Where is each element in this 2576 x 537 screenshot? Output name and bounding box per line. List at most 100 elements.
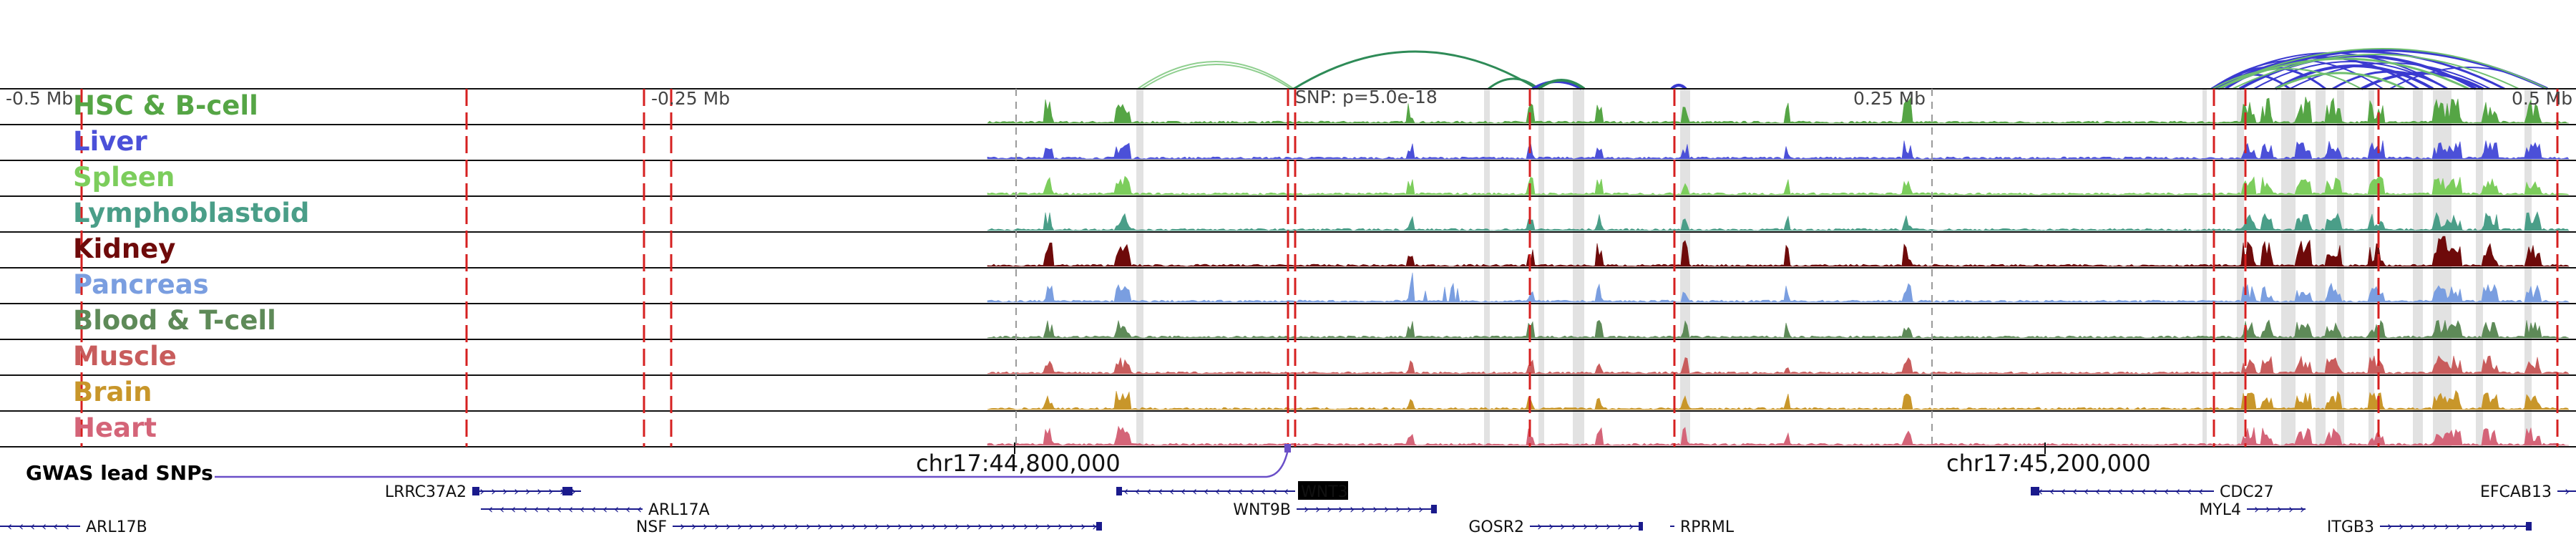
gene-myl4: › › › › › MYL4 xyxy=(2199,501,2306,519)
strand-arrow: ‹ xyxy=(1146,484,1151,499)
strand-arrow: › xyxy=(1350,502,1355,517)
strand-arrow: › xyxy=(806,519,811,534)
strand-arrow: › xyxy=(2467,519,2472,534)
track-label-1: Liver xyxy=(73,126,147,157)
strand-arrow: › xyxy=(680,519,685,534)
strand-arrow: › xyxy=(1418,502,1423,517)
strand-arrow: › xyxy=(1384,502,1389,517)
gene-label: WNT9B xyxy=(1233,501,1291,519)
strand-arrow: ‹ xyxy=(557,502,562,517)
strand-arrow: › xyxy=(874,519,879,534)
axis-label-left: -0.5 Mb xyxy=(6,88,73,109)
exon-block xyxy=(1431,505,1437,513)
strand-arrow: ‹ xyxy=(2141,484,2146,499)
strand-arrow: ‹ xyxy=(2164,484,2169,499)
gene-cdc27: ‹ ‹ ‹ ‹ ‹ ‹ ‹ ‹ ‹ ‹ ‹ ‹ ‹ ‹ ‹ CDC27 xyxy=(2031,483,2274,501)
strand-arrow: › xyxy=(1012,519,1017,534)
strand-arrow: › xyxy=(1617,519,1622,534)
gene-label: LRRC37A2 xyxy=(385,483,467,501)
signal-6 xyxy=(987,319,2570,339)
arc-green-0 xyxy=(1137,61,1294,90)
strand-arrow: › xyxy=(1594,519,1599,534)
track-label-0: HSC & B-cell xyxy=(73,90,258,121)
exon-block xyxy=(1096,522,1102,531)
gene-label: GOSR2 xyxy=(1468,518,1524,536)
strand-arrow: ‹ xyxy=(2095,484,2100,499)
strand-arrow: ‹ xyxy=(2072,484,2077,499)
coordinate-left: chr17:44,800,000 xyxy=(916,450,1121,477)
gene-label: MYL4 xyxy=(2199,501,2241,519)
strand-arrow: ‹ xyxy=(53,519,58,534)
arc-green-cluster-1 xyxy=(2218,57,2469,90)
strand-arrow: › xyxy=(1023,519,1028,534)
arc-blue-cluster-5 xyxy=(2239,54,2477,90)
strand-arrow: ‹ xyxy=(1284,484,1289,499)
exon-block xyxy=(472,487,479,495)
arc-green-3 xyxy=(1488,77,1539,90)
gene-nsf: › › › › › › › › › › › › › › › › › › › › › › › › › › › › › › › › › › › › › NSF xyxy=(636,518,1102,536)
strand-arrow: › xyxy=(909,519,914,534)
strand-arrow: ‹ xyxy=(1238,484,1243,499)
strand-arrow: › xyxy=(748,519,753,534)
strand-arrow: › xyxy=(1058,519,1063,534)
signal-7 xyxy=(987,355,2570,374)
strand-arrow: › xyxy=(2254,502,2259,517)
gene-arl17b: ‹ ‹ ‹ ‹ ‹ ‹ ARL17B xyxy=(0,518,147,536)
strand-arrow: › xyxy=(943,519,948,534)
exon-block xyxy=(1116,487,1122,495)
axis-label-snp: SNP: p=5.0e-18 xyxy=(1295,87,1438,107)
strand-arrow: ‹ xyxy=(1181,484,1186,499)
track-label-2: Spleen xyxy=(73,162,175,193)
gene-gosr2: › › › › › › › › › GOSR2 xyxy=(1468,518,1643,536)
arc-green-4 xyxy=(1537,79,1586,90)
gwas-connector xyxy=(215,449,1289,478)
track-label-3: Lymphoblastoid xyxy=(73,198,309,228)
strand-arrow: › xyxy=(1571,519,1576,534)
gene-efcab13: › EFCAB13 xyxy=(2480,483,2576,501)
strand-arrow: › xyxy=(2265,502,2270,517)
strand-arrow: ‹ xyxy=(42,519,47,534)
strand-arrow: › xyxy=(2277,502,2282,517)
gene-label: CDC27 xyxy=(2220,483,2274,501)
strand-arrow: ‹ xyxy=(1169,484,1174,499)
gene-annotations: › › › › › › › › ›LRRC37A2‹ ‹ ‹ ‹ ‹ ‹ ‹ ‹ ‹ ‹ ‹ ‹ ‹ ‹ ARL17A‹ ‹ ‹… xyxy=(0,481,2576,536)
strand-arrow: › xyxy=(1000,519,1005,534)
strand-arrow: › xyxy=(1548,519,1553,534)
strand-arrow: › xyxy=(1327,502,1332,517)
gwas-label: GWAS lead SNPs xyxy=(26,461,213,485)
interaction-arcs xyxy=(1137,48,2548,90)
strand-arrow: ‹ xyxy=(488,502,493,517)
strand-arrow: › xyxy=(829,519,834,534)
strand-arrow: ‹ xyxy=(637,502,642,517)
strand-arrow: ‹ xyxy=(1158,484,1163,499)
strand-arrow: › xyxy=(1361,502,1366,517)
strand-arrow: › xyxy=(1606,519,1611,534)
strand-arrow: › xyxy=(1395,502,1400,517)
gene-lrrc37a2: › › › › › › › › › LRRC37A2 xyxy=(385,483,581,501)
axis-label-left-mid: -0.25 Mb xyxy=(651,88,730,109)
exon-block xyxy=(1639,522,1643,531)
strand-arrow: ‹ xyxy=(1135,484,1140,499)
gwas-snp-marker xyxy=(1284,444,1291,453)
strand-arrow: › xyxy=(1035,519,1040,534)
track-label-7: Muscle xyxy=(73,341,177,372)
strand-arrow: › xyxy=(502,484,507,499)
strand-arrow: › xyxy=(1537,519,1542,534)
exon-block xyxy=(2526,522,2532,531)
strand-arrow: ‹ xyxy=(2084,484,2089,499)
strand-arrow: ‹ xyxy=(522,502,527,517)
signal-3 xyxy=(987,211,2570,231)
strand-arrow: ‹ xyxy=(2049,484,2054,499)
strand-arrow: › xyxy=(691,519,696,534)
strand-arrow: ‹ xyxy=(1192,484,1197,499)
gene-rprml: RPRML xyxy=(1670,518,1735,536)
strand-arrow: › xyxy=(852,519,857,534)
gene-arl17a: ‹ ‹ ‹ ‹ ‹ ‹ ‹ ‹ ‹ ‹ ‹ ‹ ‹ ‹ ARL17A xyxy=(481,501,710,519)
strand-arrow: › xyxy=(1338,502,1343,517)
signal-9 xyxy=(987,425,2570,446)
strand-arrow: › xyxy=(1092,519,1097,534)
strand-arrow: ‹ xyxy=(1272,484,1277,499)
strand-arrow: › xyxy=(1407,502,1412,517)
strand-arrow: › xyxy=(977,519,982,534)
